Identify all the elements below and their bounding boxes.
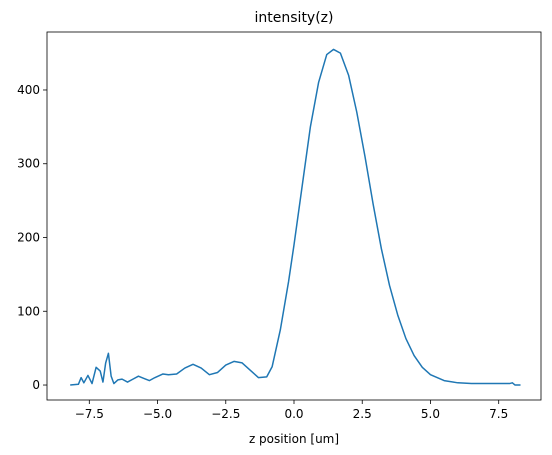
y-tick-label: 400: [17, 83, 40, 97]
x-tick-label: −5.0: [143, 407, 172, 421]
x-tick-label: −7.5: [75, 407, 104, 421]
x-tick-label: 7.5: [489, 407, 508, 421]
y-tick-label: 0: [32, 378, 40, 392]
y-tick-label: 100: [17, 304, 40, 318]
x-tick-label: 5.0: [421, 407, 440, 421]
y-tick-label: 300: [17, 157, 40, 171]
x-tick-label: −2.5: [211, 407, 240, 421]
x-axis-label: z position [um]: [249, 432, 339, 446]
y-tick-label: 200: [17, 231, 40, 245]
x-tick-label: 2.5: [353, 407, 372, 421]
data-line: [70, 48, 521, 386]
plot-frame: [46, 31, 542, 401]
chart-title: intensity(z): [255, 10, 334, 26]
x-tick-label: 0.0: [284, 407, 303, 421]
